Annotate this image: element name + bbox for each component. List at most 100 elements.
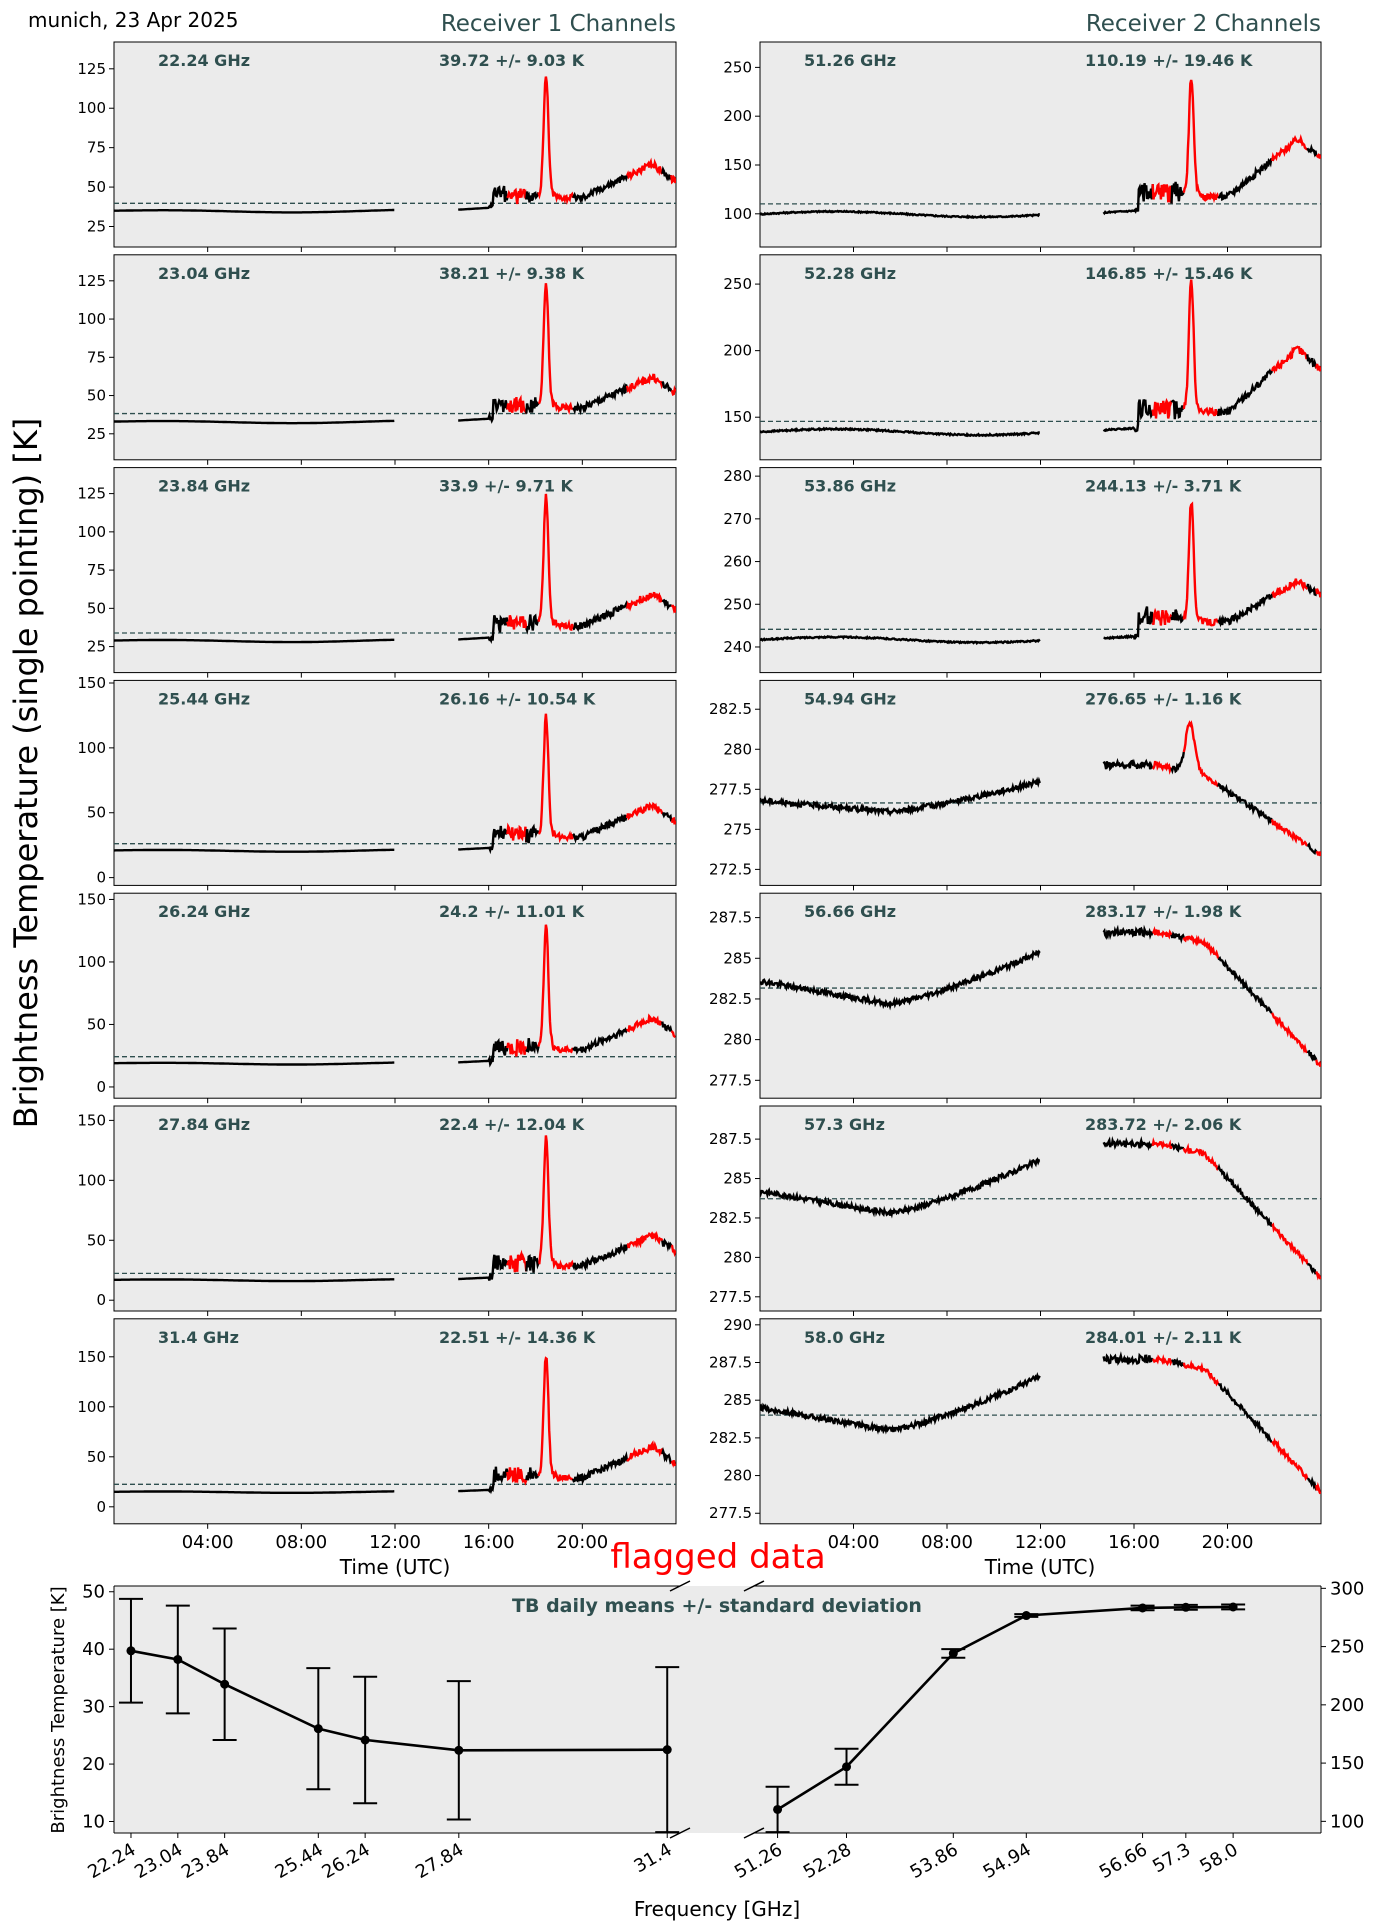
series-line <box>1171 1356 1185 1369</box>
series-line <box>1218 1382 1273 1443</box>
x-tick-label: 04:00 <box>182 1532 234 1553</box>
summary-x-tick-label: 27.84 <box>412 1839 467 1883</box>
flagged-series-line <box>1271 1437 1309 1482</box>
series-line <box>760 1157 1041 1219</box>
receiver1-panels: 25 50 75 100 125 22.24 GHz 39.72 +/- 9.03 K 25 5… <box>77 41 677 1553</box>
flagged-series-line <box>626 157 664 182</box>
y-tick-label: 50 <box>87 599 106 617</box>
series-line <box>1103 606 1154 641</box>
series-line <box>1217 1163 1273 1227</box>
flagged-series-line <box>1271 578 1309 599</box>
series-line <box>571 1450 629 1486</box>
flagged-series-line <box>626 1440 664 1463</box>
summary-y-tick-label: 300 <box>1330 1578 1364 1599</box>
x-tick-label: 08:00 <box>275 1532 327 1553</box>
flagged-series-line <box>1151 1136 1173 1150</box>
y-tick-label: 272.5 <box>709 860 752 878</box>
panel-frame <box>113 41 677 248</box>
flagged-series-line <box>1182 501 1220 627</box>
series-line <box>525 1254 540 1273</box>
summary-x-tick-label: 57.3 <box>1149 1839 1194 1877</box>
flagged-series-line <box>506 1249 528 1273</box>
stat-label: 22.51 +/- 14.36 K <box>439 1328 596 1347</box>
flagged-series-line <box>537 924 574 1054</box>
channel-panel: 25 50 75 100 125 23.04 GHz 38.21 +/- 9.38 K <box>77 254 677 465</box>
y-tick-label: 277.5 <box>709 1071 752 1089</box>
y-tick-label: 150 <box>77 890 106 908</box>
y-tick-label: 285 <box>723 1391 752 1409</box>
series-line <box>1306 354 1318 369</box>
series-line <box>114 208 395 214</box>
mean-point <box>220 1679 230 1689</box>
x-tick-label: 16:00 <box>1108 1532 1160 1553</box>
mean-point <box>1228 1602 1238 1612</box>
series-line <box>458 825 509 855</box>
summary-y-tick-label: 150 <box>1330 1753 1364 1774</box>
flagged-series-line <box>670 1460 676 1468</box>
series-line <box>1170 751 1185 775</box>
y-tick-label: 280 <box>723 1031 752 1049</box>
series-line <box>525 1038 540 1055</box>
y-tick-label: 285 <box>723 1170 752 1188</box>
series-line <box>760 1371 1041 1435</box>
flagged-series-line <box>626 1230 664 1249</box>
flagged-series-line <box>506 614 528 630</box>
series-line <box>1102 1135 1154 1152</box>
series-line <box>661 812 673 822</box>
series-line <box>1307 1263 1318 1275</box>
channel-panel: 277.5 280 282.5 285 287.5 290 58.0 GHz 284.01 +… <box>709 1316 1322 1553</box>
series-line <box>1307 1049 1318 1062</box>
y-tick-label: 100 <box>77 310 106 328</box>
mean-point <box>1021 1611 1031 1621</box>
y-tick-label: 100 <box>77 1171 106 1189</box>
series-line <box>760 776 1041 818</box>
summary-x-tick-label: 52.28 <box>800 1839 855 1883</box>
series-line <box>1306 583 1318 597</box>
flagged-series-line <box>1271 1012 1308 1054</box>
series-line <box>571 1241 629 1272</box>
y-tick-label: 280 <box>723 740 752 758</box>
axis-break-mark <box>669 1827 691 1839</box>
summary-x-tick-label: 54.94 <box>980 1839 1035 1883</box>
flagged-series-line <box>626 1013 664 1033</box>
y-tick-label: 200 <box>723 342 752 360</box>
y-tick-label: 75 <box>87 139 106 157</box>
rx2-time-axis-label: Time (UTC) <box>984 1555 1096 1579</box>
series-line <box>114 1278 395 1283</box>
series-line <box>661 1446 673 1465</box>
series-line <box>1217 955 1273 1014</box>
series-line <box>1217 593 1274 628</box>
y-tick-label: 250 <box>723 275 752 293</box>
y-tick-label: 280 <box>723 1467 752 1485</box>
panel-frame <box>113 679 677 886</box>
series-line <box>1170 181 1185 204</box>
flagged-series-line <box>1151 607 1173 626</box>
y-tick-label: 287.5 <box>709 1130 752 1148</box>
panel-frame <box>113 254 677 461</box>
y-tick-label: 100 <box>77 523 106 541</box>
y-tick-label: 285 <box>723 949 752 967</box>
summary-x-tick-label: 58.0 <box>1196 1839 1241 1877</box>
flagged-series-line <box>1152 926 1173 940</box>
flagged-series-line <box>1182 720 1220 788</box>
series-line <box>458 1254 509 1281</box>
flagged-series-line <box>538 713 575 844</box>
y-tick-label: 200 <box>723 107 752 125</box>
y-tick-label: 290 <box>723 1316 752 1334</box>
frequency-label: 23.84 GHz <box>158 477 250 496</box>
flagged-series-line <box>506 1039 528 1057</box>
flagged-series-line <box>1271 1222 1309 1266</box>
flagged-series-line <box>538 1135 575 1272</box>
x-tick-label: 12:00 <box>1015 1532 1067 1553</box>
series-line <box>114 1061 395 1066</box>
channel-panel: 25 50 75 100 125 23.84 GHz 33.9 +/- 9.71 K <box>77 467 677 678</box>
frequency-label: 25.44 GHz <box>158 689 250 708</box>
y-tick-label: 100 <box>77 953 106 971</box>
flagged-series-line <box>625 801 664 821</box>
location-date-label: munich, 23 Apr 2025 <box>28 8 238 32</box>
panel-frame <box>759 41 1322 248</box>
y-tick-label: 100 <box>77 739 106 757</box>
series-line <box>760 209 1041 220</box>
y-tick-label: 277.5 <box>709 1288 752 1306</box>
